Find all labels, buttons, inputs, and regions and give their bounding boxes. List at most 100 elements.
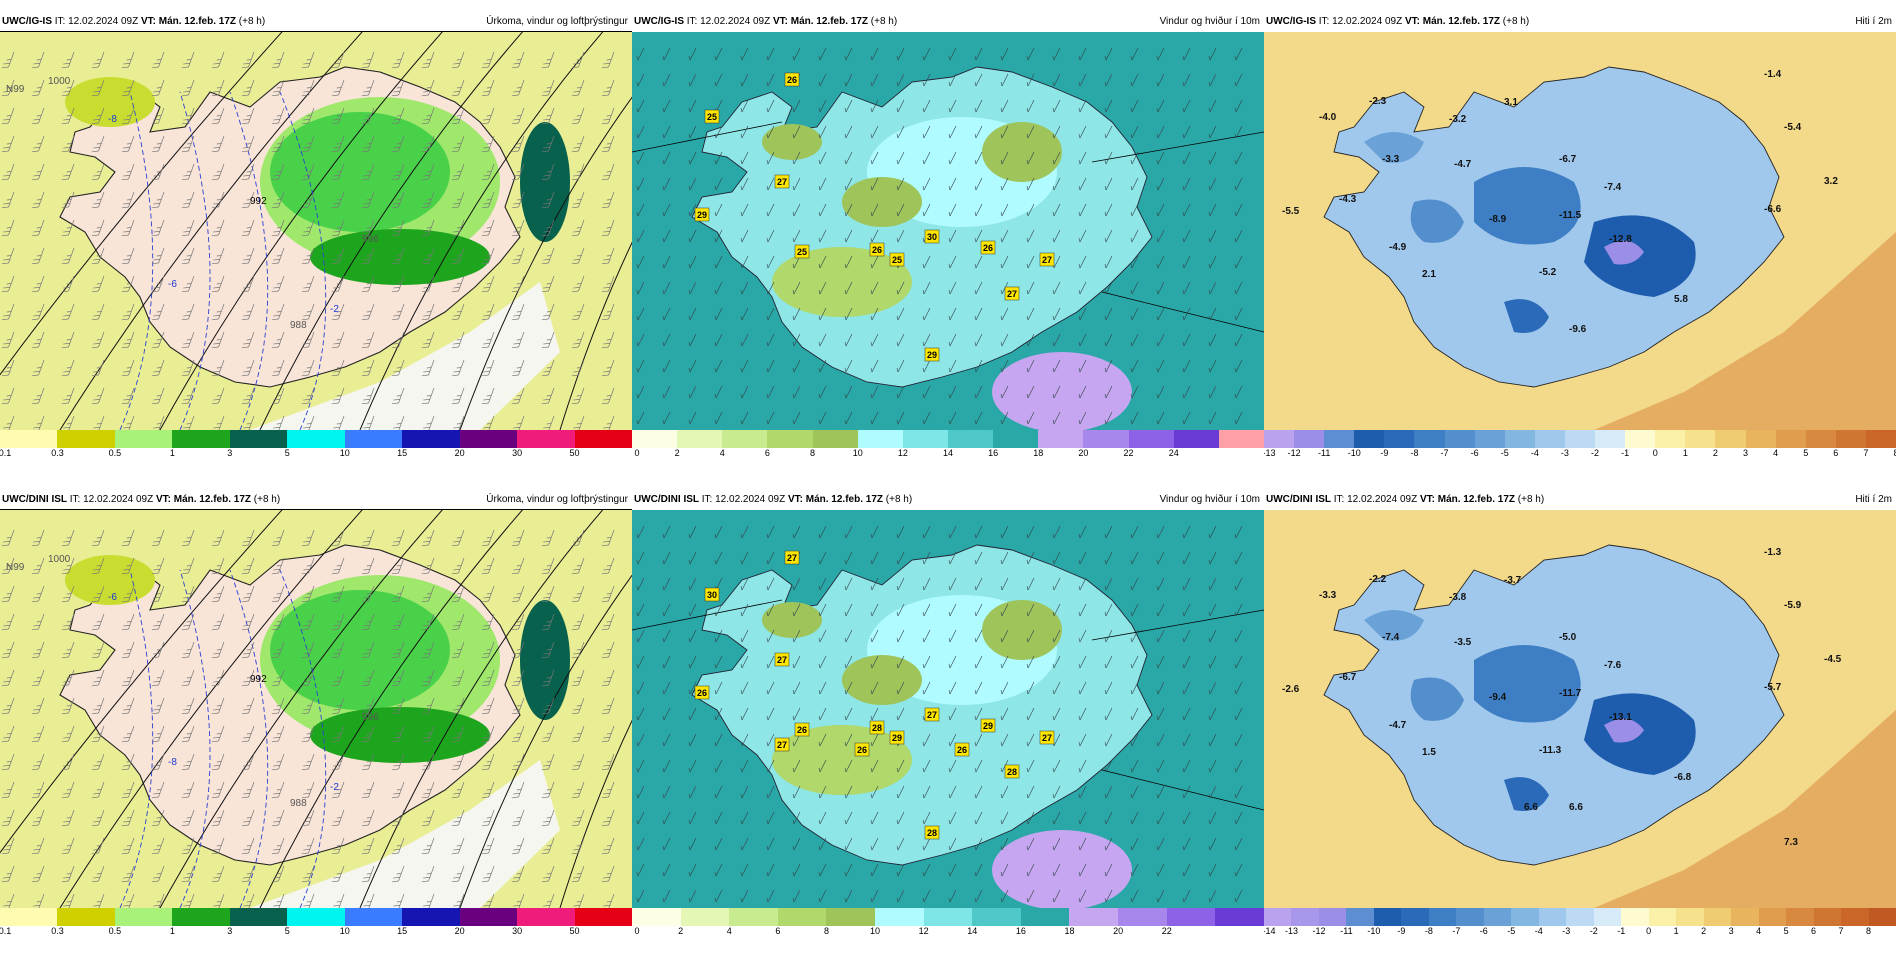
wind-arrow	[1157, 73, 1165, 87]
wind-arrow	[1105, 759, 1113, 773]
wind-barb	[241, 191, 255, 209]
wind-arrow	[1183, 525, 1191, 539]
wind-arrow	[793, 333, 801, 347]
wind-barb	[571, 163, 585, 181]
wind-arrow	[897, 551, 905, 565]
gust-value: 27	[787, 553, 797, 563]
wind-arrow	[637, 681, 645, 695]
wind-barb	[211, 781, 225, 799]
colorbar-tick-label: 1	[169, 926, 175, 936]
wind-arrow	[1131, 603, 1139, 617]
colorbar-swatch	[1373, 908, 1402, 926]
colorbar-swatch	[459, 908, 518, 926]
colorbar-tick-label: -10	[1367, 926, 1381, 936]
lead-time: (+8 h)	[1502, 16, 1530, 27]
wind-barb	[451, 641, 465, 659]
wind-barb	[91, 557, 105, 575]
wind-barb	[301, 725, 315, 743]
wind-arrow	[1209, 47, 1217, 61]
wind-arrow	[1235, 47, 1243, 61]
wind-barb	[571, 191, 585, 209]
wind-arrow	[637, 551, 645, 565]
colorbar-swatch	[114, 908, 173, 926]
wind-arrow	[793, 889, 801, 903]
wind-barb	[421, 135, 435, 153]
wind-barb	[361, 697, 375, 715]
wind-barb	[241, 613, 255, 631]
wind-arrow	[949, 411, 957, 425]
wind-barb	[93, 893, 105, 908]
colorbar-swatch	[1538, 908, 1567, 926]
wind-arrow	[767, 203, 775, 217]
wind-barb	[1, 753, 15, 771]
wind-arrow	[1001, 811, 1009, 825]
wind-arrow	[741, 411, 749, 425]
wind-arrow	[741, 47, 749, 61]
wind-arrow	[1235, 603, 1243, 617]
wind-barb	[421, 191, 435, 209]
wind-barb	[511, 529, 525, 547]
wind-arrow	[819, 733, 827, 747]
wind-barb	[301, 809, 315, 827]
temperature-value: -5.4	[1784, 122, 1802, 133]
wind-arrow	[637, 577, 645, 591]
gust-value: 29	[983, 721, 993, 731]
wind-barb	[91, 303, 105, 321]
wind-barb	[241, 837, 255, 855]
wind-arrow	[741, 811, 749, 825]
wind-barb	[151, 51, 165, 69]
wind-barb	[151, 107, 165, 125]
colorbar-swatch	[172, 908, 230, 926]
colorbar-tick-label: 2	[674, 448, 680, 458]
wind-arrow	[1027, 203, 1035, 217]
colorbar-tick-label: -5	[1507, 926, 1516, 936]
wind-barb	[571, 529, 585, 547]
wind-area-calm-northwest	[762, 124, 822, 160]
wind-barb	[361, 275, 375, 293]
wind-arrow	[845, 307, 853, 321]
wind-arrow	[819, 707, 827, 721]
model-name: UWC/IG-IS	[634, 16, 684, 27]
gust-label: 26	[794, 722, 810, 737]
wind-arrow	[1105, 177, 1113, 191]
wind-arrow	[1027, 603, 1035, 617]
wind-barb	[1, 163, 15, 181]
wind-arrow	[767, 889, 775, 903]
wind-arrow	[1001, 359, 1009, 373]
wind-arrow	[715, 837, 723, 851]
wind-barb	[211, 387, 225, 405]
wind-barb	[181, 79, 195, 97]
wind-barb	[601, 247, 615, 265]
wind-barb	[301, 557, 315, 575]
wind-arrow	[1079, 177, 1087, 191]
wind-arrow	[637, 203, 645, 217]
temperature-value: -6.7	[1339, 672, 1357, 683]
colorbar-tick-label: -6	[1479, 926, 1488, 936]
wind-arrow	[1105, 47, 1113, 61]
wind-barb	[271, 303, 285, 321]
wind-arrow	[1053, 125, 1061, 139]
colorbar-swatch	[1173, 430, 1219, 448]
colorbar-tick-label: -9	[1380, 448, 1389, 458]
wind-barb	[481, 247, 495, 265]
wind-arrow	[741, 551, 749, 565]
wind-arrow	[1131, 411, 1139, 425]
wind-barb	[301, 669, 315, 687]
wind-arrow	[923, 785, 931, 799]
wind-arrow	[715, 655, 723, 669]
wind-arrow	[1053, 603, 1061, 617]
wind-arrow	[1235, 837, 1243, 851]
wind-arrow	[1209, 733, 1217, 747]
wind-barb	[361, 725, 375, 743]
gust-value: 26	[957, 745, 967, 755]
wind-barb	[541, 51, 555, 69]
wind-barb	[211, 191, 225, 209]
wind-barb	[271, 331, 285, 349]
temperature-value: -5.5	[1282, 206, 1300, 217]
wind-arrow	[871, 863, 879, 877]
wind-arrow	[923, 73, 931, 87]
contour-label: -6	[108, 592, 117, 603]
wind-arrow	[1235, 385, 1243, 399]
colorbar-tick-label: -4	[1530, 448, 1539, 458]
wind-arrow	[1105, 889, 1113, 903]
